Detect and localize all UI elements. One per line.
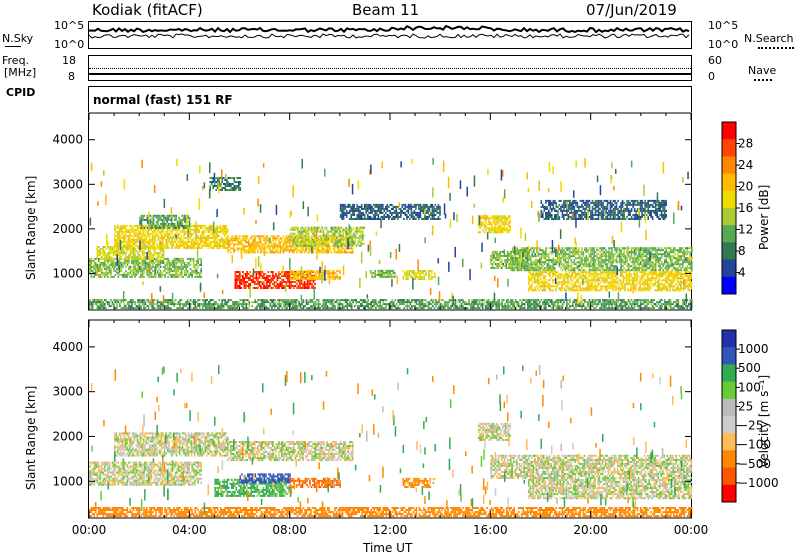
power-colorbar-swatch-5 bbox=[722, 208, 736, 226]
velocity-colorbar-tick-3: 25 bbox=[738, 399, 753, 413]
velocity-colorbar-tick-0: 1000 bbox=[738, 342, 769, 356]
velocity-ylabel: Slant Range [km] bbox=[24, 386, 38, 490]
power-region-7 bbox=[290, 270, 341, 280]
power-colorbar-swatch-1 bbox=[722, 139, 736, 157]
velocity-ytick-3: 4000 bbox=[52, 340, 83, 354]
velocity-ytick-2: 3000 bbox=[52, 385, 83, 399]
velocity-colorbar-tick-1: 500 bbox=[738, 361, 761, 375]
x-axis-label: Time UT bbox=[363, 541, 412, 555]
xtick-label-1: 04:00 bbox=[172, 523, 207, 537]
power-colorbar-swatch-8 bbox=[722, 260, 736, 278]
velocity-colorbar-swatch-9 bbox=[722, 485, 736, 503]
power-colorbar-tick-4: 12 bbox=[738, 223, 753, 237]
velocity-ytick-1: 2000 bbox=[52, 429, 83, 443]
velocity-chart: 1000 2000 3000 4000 00:00 04:00 08:00 12:00 16:0… bbox=[52, 320, 708, 537]
xtick-label-2: 08:00 bbox=[272, 523, 307, 537]
power-colorbar-swatch-9 bbox=[722, 277, 736, 295]
velocity-colorbar-swatch-4 bbox=[722, 399, 736, 417]
power-ytick-2: 3000 bbox=[52, 177, 83, 191]
velocity-colorbar-swatch-0 bbox=[722, 330, 736, 348]
power-ylabel: Slant Range [km] bbox=[24, 176, 38, 280]
velocity-colorbar-label: Velocity [m s⁻¹] bbox=[757, 375, 771, 468]
power-colorbar-swatch-6 bbox=[722, 225, 736, 243]
velocity-colorbar-swatch-1 bbox=[722, 347, 736, 365]
power-colorbar-tick-5: 8 bbox=[738, 244, 746, 258]
power-colorbar-swatch-3 bbox=[722, 174, 736, 192]
xtick-label-4: 16:00 bbox=[473, 523, 508, 537]
velocity-colorbar-swatch-8 bbox=[722, 468, 736, 486]
xtick-label-0: 00:00 bbox=[72, 523, 107, 537]
velocity-ytick-0: 1000 bbox=[52, 474, 83, 488]
velocity-colorbar-swatch-5 bbox=[722, 416, 736, 434]
power-colorbar-label: Power [dB] bbox=[757, 185, 771, 250]
xtick-label-5: 20:00 bbox=[573, 523, 608, 537]
power-colorbar-tick-0: 28 bbox=[738, 137, 753, 151]
power-colorbar-swatch-7 bbox=[722, 242, 736, 260]
power-colorbar-swatch-2 bbox=[722, 156, 736, 174]
power-colorbar-tick-3: 16 bbox=[738, 201, 753, 215]
power-chart: 1000 2000 3000 4000 bbox=[52, 113, 692, 310]
power-colorbar-tick-6: 4 bbox=[738, 266, 746, 280]
power-colorbar-tick-2: 20 bbox=[738, 180, 753, 194]
xtick-label-6: 00:00 bbox=[674, 523, 709, 537]
velocity-colorbar-swatch-3 bbox=[722, 382, 736, 400]
power-ytick-1: 2000 bbox=[52, 222, 83, 236]
velocity-colorbar-tick-7: −1000 bbox=[738, 476, 779, 490]
power-region-10 bbox=[478, 215, 511, 233]
velocity-colorbar-swatch-6 bbox=[722, 433, 736, 451]
power-region-9 bbox=[403, 270, 436, 280]
velocity-colorbar-swatch-7 bbox=[722, 450, 736, 468]
velocity-colorbar-swatch-2 bbox=[722, 364, 736, 382]
xtick-label-3: 12:00 bbox=[373, 523, 408, 537]
power-colorbar-tick-1: 24 bbox=[738, 158, 753, 172]
power-ytick-0: 1000 bbox=[52, 266, 83, 280]
power-ytick-3: 4000 bbox=[52, 133, 83, 147]
power-colorbar-swatch-4 bbox=[722, 191, 736, 209]
power-colorbar-swatch-0 bbox=[722, 122, 736, 140]
